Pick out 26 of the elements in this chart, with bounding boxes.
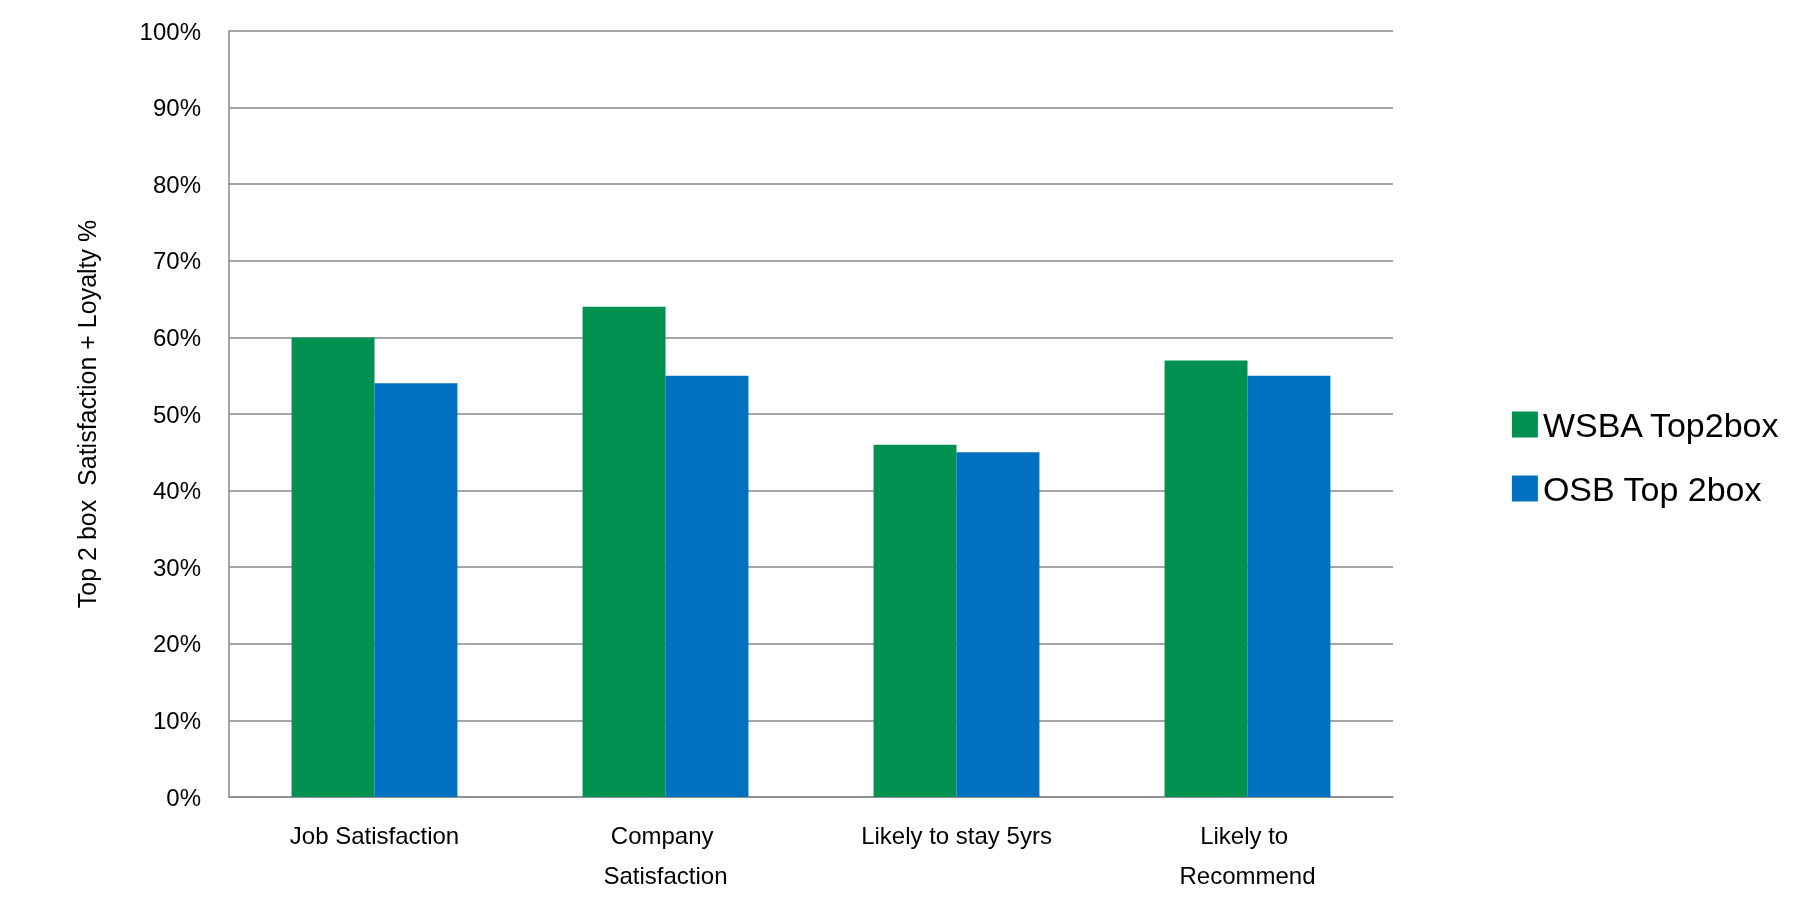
y-tick-label: 20% (152, 630, 201, 658)
y-tick-label: 30% (152, 553, 201, 581)
x-tick-label: Likely to stay 5yrs (861, 821, 1052, 849)
legend-label: WSBA Top2box (1542, 405, 1779, 444)
y-tick-label: 70% (152, 247, 201, 275)
bar (873, 444, 957, 797)
x-tick-label: Company Satisfaction (603, 821, 728, 889)
y-tick-label: 40% (152, 477, 201, 505)
bar (1164, 360, 1248, 797)
bar (291, 337, 375, 797)
y-tick-label: 50% (152, 400, 201, 428)
y-tick-label: 100% (139, 17, 201, 45)
y-tick-label: 10% (152, 706, 201, 734)
bar (956, 452, 1040, 797)
legend-label: OSB Top 2box (1542, 469, 1762, 508)
bar (665, 375, 749, 797)
x-tick-label: Job Satisfaction (289, 821, 460, 849)
y-axis-title: Top 2 box Satisfaction + Loyalty % (72, 219, 101, 609)
y-tick-label: 80% (152, 170, 201, 198)
bar (582, 306, 666, 797)
y-tick-label: 90% (152, 94, 201, 122)
bar (1247, 375, 1331, 797)
y-tick-label: 60% (152, 323, 201, 351)
x-tick-label: Likely to Recommend (1179, 821, 1316, 889)
bar (374, 383, 458, 797)
y-tick-label: 0% (166, 783, 201, 811)
